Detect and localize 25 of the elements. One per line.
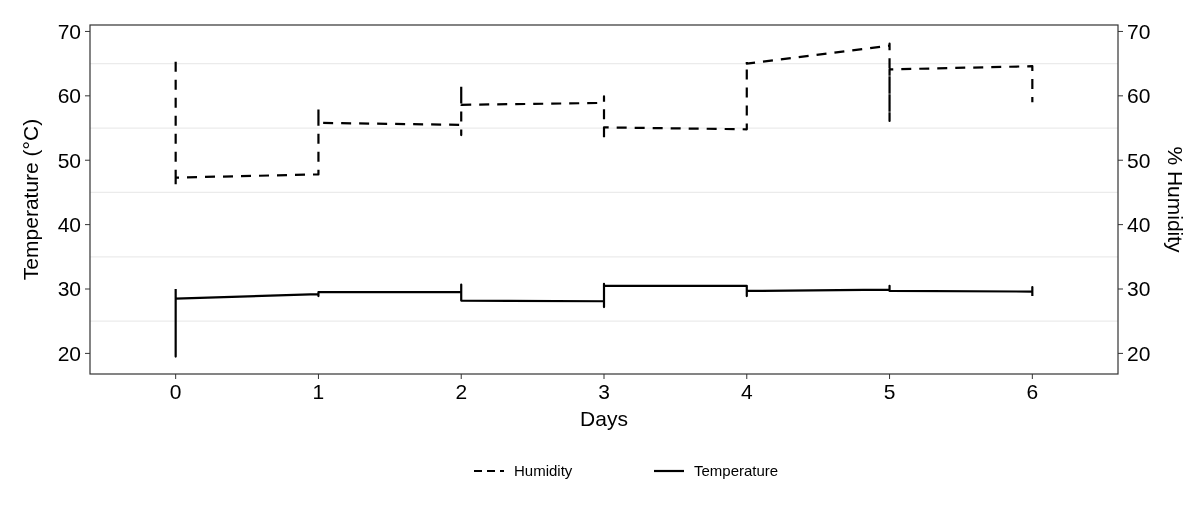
y-tick-label: 20 — [57, 341, 81, 365]
x-tick-label: 6 — [1026, 380, 1039, 403]
x-tick-label: 1 — [312, 380, 325, 403]
y-tick-label: 70 — [57, 19, 81, 43]
x-tick-label: 0 — [169, 380, 182, 403]
y2-tick-label: 40 — [1127, 212, 1151, 236]
line-series — [174, 282, 1034, 358]
legend-label: Humidity — [514, 462, 573, 480]
x-tick-label: 5 — [883, 380, 896, 403]
y2-axis-title: % Humidity — [1164, 146, 1187, 254]
y-tick-label: 40 — [57, 212, 81, 236]
y2-tick-label: 60 — [1127, 84, 1151, 108]
y2-tick-label: 50 — [1127, 148, 1151, 172]
y-tick-label: 50 — [57, 148, 81, 172]
x-tick-label: 4 — [740, 380, 753, 403]
x-tick-label: 3 — [598, 380, 610, 403]
y2-tick-label: 70 — [1127, 19, 1151, 43]
x-tick-label: 2 — [455, 380, 468, 403]
y-tick-label: 60 — [57, 84, 81, 108]
legend-label: Temperature — [694, 462, 779, 480]
y-axis-title: Temperature (°C) — [19, 118, 42, 281]
y-tick-label: 30 — [57, 277, 81, 301]
y2-tick-label: 20 — [1127, 341, 1151, 365]
y2-tick-label: 30 — [1127, 277, 1151, 301]
x-axis-title: Days — [580, 407, 628, 430]
